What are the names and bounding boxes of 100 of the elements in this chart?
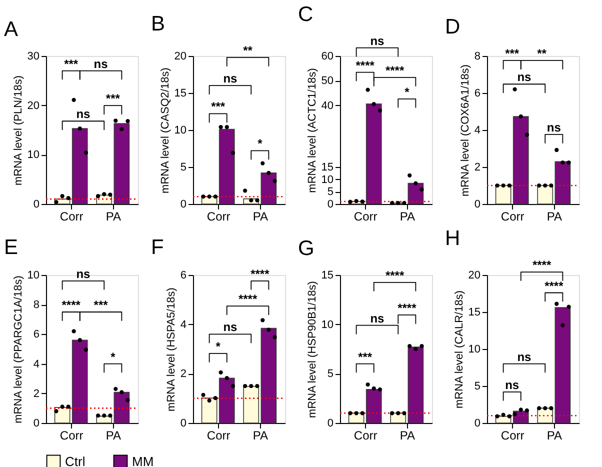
x-tick-label: PA	[252, 428, 268, 442]
y-tick-label: 10	[468, 344, 480, 356]
annotation: ns	[546, 120, 562, 134]
annotation: *	[110, 350, 116, 364]
annotation: ****	[398, 300, 417, 315]
x-tick-label: PA	[106, 210, 121, 224]
annotation: ***	[505, 46, 520, 60]
chart-title: B	[151, 12, 166, 36]
annotation: ****	[544, 278, 564, 293]
y-tick-label: 4	[180, 318, 186, 331]
annotation: ****	[356, 58, 375, 72]
annotation: ****	[62, 298, 81, 312]
y-tick-label: 6	[474, 88, 480, 100]
y-tick-label: 0	[180, 198, 186, 210]
y-tick-label: 5	[327, 186, 334, 198]
annotation: *	[216, 339, 221, 354]
y-tick-label: 0	[327, 198, 334, 210]
annotation: ns	[505, 378, 520, 392]
chart-title: H	[445, 227, 460, 250]
annotation: ns	[223, 320, 238, 334]
y-tick-label: 2	[180, 368, 186, 380]
y-tick-label: 15	[174, 88, 186, 100]
chart-title: G	[298, 237, 314, 260]
y-tick-label: 10	[27, 149, 40, 162]
y-tick-label: 10	[174, 124, 186, 136]
y-tick-label: 15	[321, 162, 334, 174]
x-tick-label: PA	[106, 428, 121, 442]
y-axis-title: mRNA level (HSPA5/18s)	[165, 288, 178, 412]
annotation: ns	[76, 107, 91, 122]
y-tick-label: 8	[33, 299, 40, 312]
annotation: *	[258, 136, 263, 151]
y-tick-label: 10	[321, 318, 334, 331]
x-tick-label: Corr	[206, 210, 230, 224]
y-tick-label: 0	[327, 418, 334, 430]
annotation: ns	[517, 350, 532, 364]
legend-label: MM	[132, 454, 154, 467]
y-tick-label: 20	[174, 50, 186, 62]
annotation: ****	[250, 266, 270, 281]
y-axis-title: mRNA level (COX6A1/18s)	[459, 64, 472, 197]
x-tick-label: Corr	[60, 210, 84, 224]
y-axis-title: mRNA level (HSP90B1/18s)	[306, 281, 318, 418]
chart-title: E	[4, 236, 18, 259]
annotation: ***	[211, 100, 226, 114]
y-tick-label: 50	[321, 75, 334, 88]
y-tick-label: 20	[27, 100, 40, 112]
x-tick-label: PA	[546, 210, 562, 224]
x-tick-label: Corr	[60, 428, 84, 442]
x-tick-label: PA	[400, 428, 415, 442]
y-tick-label: 6	[33, 328, 40, 341]
y-tick-label: 5	[327, 368, 334, 380]
y-axis-title: mRNA level (PLN/18s)	[12, 75, 24, 186]
x-tick-label: Corr	[500, 210, 524, 224]
annotation: ns	[517, 70, 532, 84]
y-tick-label: 6	[180, 270, 186, 282]
y-tick-label: 40	[321, 100, 334, 112]
y-tick-label: 10	[321, 174, 334, 186]
y-tick-label: 4	[474, 124, 480, 136]
annotation: **	[537, 46, 547, 60]
text: ns	[370, 34, 385, 48]
annotation: ns	[76, 266, 91, 281]
y-tick-label: 8	[474, 50, 480, 62]
annotation: ****	[238, 292, 258, 306]
y-tick-label: 10	[27, 270, 40, 282]
legend-label: Ctrl	[65, 454, 86, 467]
annotation: ***	[358, 350, 372, 364]
annotation: ns	[94, 56, 108, 71]
chart-title: C	[298, 2, 314, 26]
y-tick-label: 60	[321, 50, 334, 62]
annotation: ****	[385, 268, 404, 282]
y-tick-label: 20	[468, 270, 480, 282]
chart-title: D	[445, 15, 460, 38]
x-tick-label: Corr	[354, 210, 378, 224]
annotation: ****	[385, 63, 404, 78]
chart-title: A	[4, 18, 18, 41]
y-tick-label: 4	[33, 358, 40, 370]
y-tick-label: 0	[474, 198, 480, 210]
annotation: *	[404, 84, 410, 99]
y-tick-label: 0	[33, 418, 40, 430]
x-tick-label: Corr	[206, 428, 230, 442]
y-tick-label: 5	[180, 162, 186, 174]
x-tick-label: Corr	[500, 428, 524, 442]
y-tick-label: 0	[180, 418, 186, 430]
x-tick-label: PA	[252, 210, 268, 224]
x-tick-label: Corr	[354, 428, 378, 442]
annotation: ***	[94, 298, 108, 312]
x-tick-label: PA	[400, 210, 415, 224]
annotation: **	[243, 43, 253, 58]
y-tick-label: 2	[33, 388, 40, 400]
y-axis-title: mRNA level (ACTC1/18s)	[306, 68, 318, 193]
x-tick-label: PA	[546, 428, 562, 442]
y-axis-title: mRNA level (PPARGC1A/18s)	[12, 276, 24, 424]
y-axis-title: mRNA level (CALR/18s)	[453, 290, 466, 408]
y-tick-label: 30	[27, 50, 40, 62]
annotation: ns	[370, 311, 385, 326]
y-tick-label: 15	[321, 270, 334, 282]
y-tick-label: 5	[474, 380, 480, 392]
annotation: ***	[106, 92, 120, 106]
text: ****	[532, 258, 552, 272]
y-tick-label: 15	[468, 306, 480, 318]
y-tick-label: 2	[474, 162, 480, 174]
